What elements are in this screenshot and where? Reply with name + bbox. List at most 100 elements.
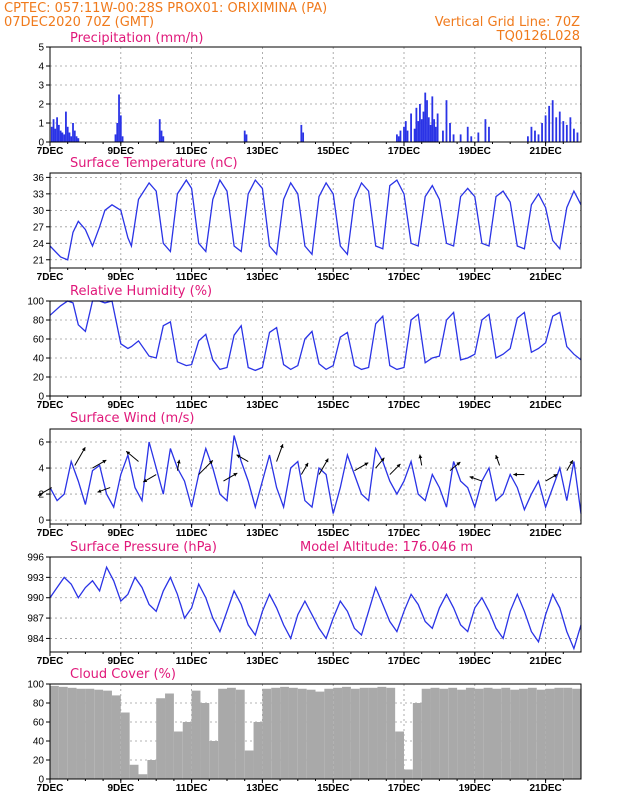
wind-vector-head [236, 454, 241, 459]
wind-xtick-label: 13DEC [246, 528, 278, 539]
wind-title: Surface Wind (m/s) [70, 411, 194, 426]
cloud-bar [572, 688, 581, 779]
wind-vector-head [396, 463, 401, 468]
precip-bar [576, 132, 579, 142]
precip-bar [470, 136, 473, 142]
cloud-bar [94, 689, 104, 779]
precip-bar [399, 130, 402, 142]
cloud-xtick-label: 21DEC [529, 783, 561, 794]
cloud-bar [377, 686, 387, 779]
precip-bar [569, 117, 572, 142]
cloud-bar [492, 688, 502, 779]
precip-bar [484, 119, 487, 142]
wind-vector [37, 487, 53, 496]
cloud-bar [412, 703, 422, 779]
temp-xtick-label: 15DEC [317, 272, 349, 283]
cloud-bar [421, 688, 431, 779]
press-line [49, 565, 582, 651]
cloud-ytick-label: 60 [33, 718, 45, 729]
wind-vector-head [553, 474, 558, 478]
precip-bar [419, 104, 421, 142]
precip-bar [466, 126, 469, 142]
temp-xtick-label: 7DEC [37, 272, 64, 283]
precip-bar [56, 117, 58, 142]
precip-bar [73, 130, 76, 142]
precip-bar [52, 119, 55, 142]
cloud-bar [120, 712, 130, 779]
wind-frame [49, 428, 582, 525]
cloud-ytick-label: 0 [38, 775, 44, 786]
cloud-bar [76, 688, 86, 779]
rh-ytick-label: 0 [38, 392, 44, 403]
wind-vector [97, 487, 111, 493]
press-ytick-label: 990 [27, 593, 44, 604]
cloud-ytick-label: 40 [33, 737, 45, 748]
cloud-bar [448, 687, 458, 779]
precip-bar [555, 117, 558, 142]
cloud-xtick-label: 9DEC [107, 783, 134, 794]
cloud-bar [324, 688, 334, 779]
precip-bar [302, 132, 305, 142]
temp-xtick-label: 17DEC [388, 272, 420, 283]
precip-bar [477, 132, 480, 142]
precip-bar [118, 94, 120, 142]
precip-bar [63, 134, 66, 142]
temp-panel: 21 24 27 30 33 36 7DEC 9DEC 11DEC 13DEC 15DEC 17DEC… [33, 156, 582, 283]
precip-bar [61, 132, 64, 142]
precip-ytick-label: 1 [38, 119, 44, 130]
rh-xtick-label: 15DEC [317, 400, 349, 411]
cloud-bar [536, 689, 546, 779]
cloud-bar [280, 686, 289, 779]
precip-bar [530, 126, 533, 142]
rh-title: Relative Humidity (%) [70, 284, 212, 299]
precip-bar [397, 136, 400, 142]
rh-panel: 0 20 40 60 80 100 7DEC 9DEC 11DEC 13DEC 15DEC 17DEC… [27, 284, 582, 411]
precip-bar [121, 136, 124, 142]
wind-xtick-label: 21DEC [529, 528, 561, 539]
cloud-bar [235, 689, 245, 779]
precip-bar [59, 130, 62, 142]
press-xtick-label: 9DEC [107, 656, 134, 667]
rh-ytick-label: 40 [33, 354, 45, 365]
press-xtick-label: 13DEC [246, 656, 278, 667]
precip-bar [403, 126, 405, 142]
header-grid-note: Vertical Grid Line: 70Z [435, 15, 580, 30]
precip-bar [420, 119, 423, 142]
precip-bar [160, 130, 163, 142]
precip-bar [436, 113, 439, 142]
press-ytick-label: 996 [27, 553, 44, 564]
wind-vector [545, 473, 558, 482]
precip-bar [65, 111, 67, 142]
cloud-bar [333, 687, 343, 779]
precip-bar [424, 92, 427, 142]
temp-ytick-label: 24 [33, 239, 45, 250]
cloud-bar [395, 731, 404, 779]
precip-xtick-label: 9DEC [107, 146, 134, 157]
precip-bar [527, 136, 529, 142]
precip-bar [158, 119, 161, 142]
precip-bar [116, 123, 119, 142]
precip-xtick-label: 7DEC [37, 146, 64, 157]
cloud-xtick-label: 13DEC [246, 783, 278, 794]
temp-xtick-label: 9DEC [107, 272, 134, 283]
wind-ytick-label: 0 [38, 516, 44, 527]
wind-ytick-label: 4 [38, 464, 44, 475]
wind-vector-head [97, 489, 102, 493]
wind-xtick-label: 7DEC [37, 528, 64, 539]
wind-xtick-label: 9DEC [107, 528, 134, 539]
precip-frame [49, 46, 582, 143]
temp-xtick-label: 19DEC [459, 272, 491, 283]
precip-bar [406, 130, 409, 142]
header-code: TQ0126L028 [496, 29, 580, 44]
precip-bar [57, 124, 60, 142]
cloud-bar [191, 690, 201, 779]
cloud-bar [315, 691, 325, 779]
rh-ytick-label: 80 [33, 316, 45, 327]
precip-bar [445, 100, 448, 142]
wind-vector-head [279, 444, 284, 449]
wind-vector-head [37, 492, 42, 496]
wind-vector-head [143, 478, 148, 482]
temp-title: Surface Temperature (nC) [70, 156, 238, 171]
cloud-bar [501, 687, 511, 779]
